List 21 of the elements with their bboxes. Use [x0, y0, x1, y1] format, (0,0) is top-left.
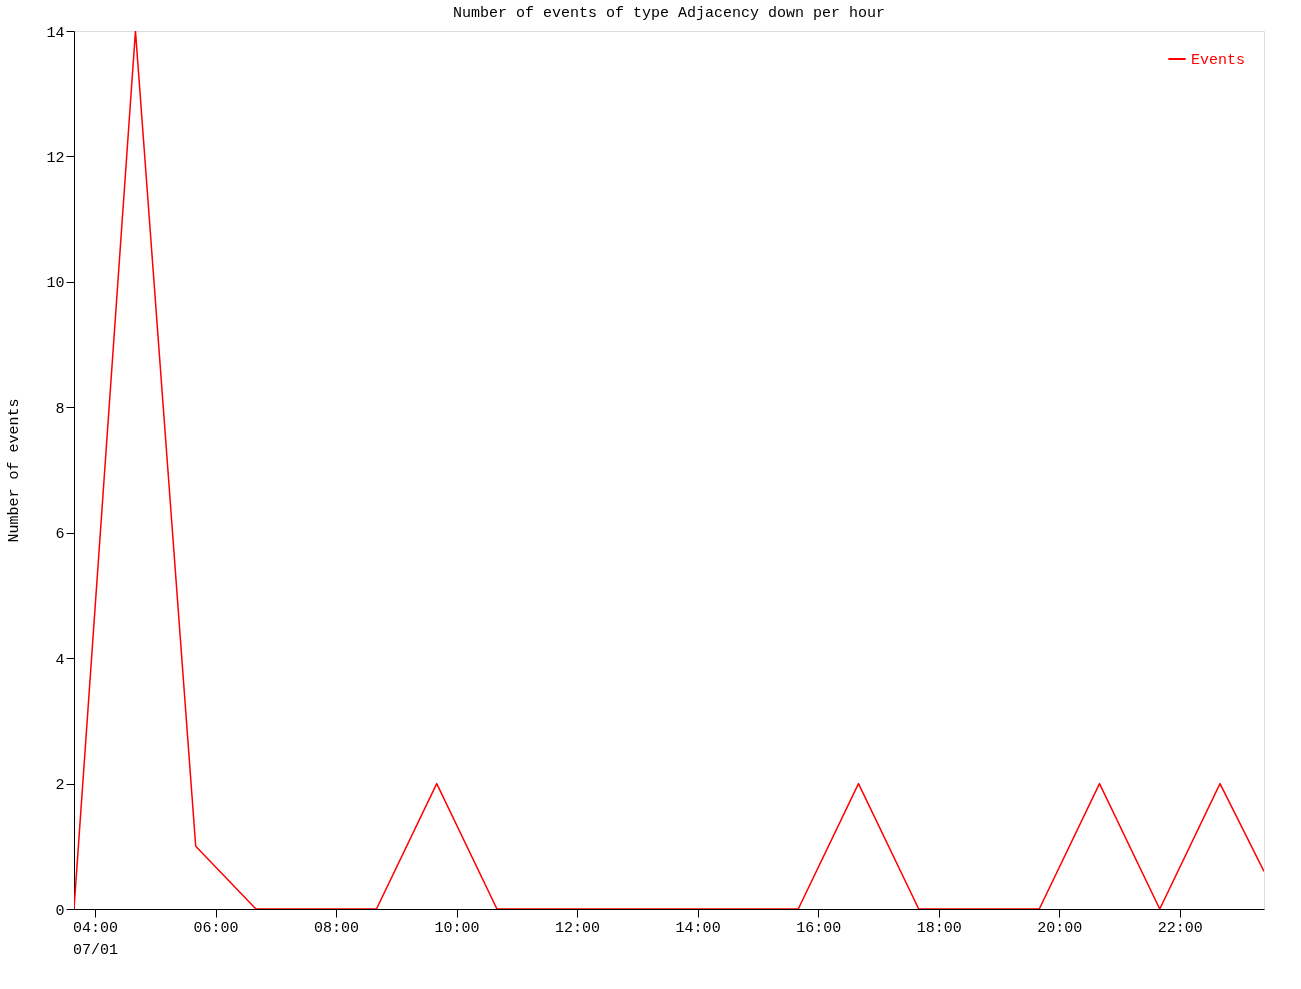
x-tick-label: 12:00 — [555, 919, 601, 937]
x-tick-label: 22:00 — [1157, 919, 1203, 937]
y-tick-label: 0 — [55, 902, 65, 920]
y-tick-label: 6 — [55, 526, 65, 544]
legend-label: Events — [1191, 52, 1246, 69]
y-tick-label: 2 — [55, 777, 65, 795]
x-tick-label: 04:00 07/01 — [73, 919, 119, 959]
y-tick-label: 14 — [46, 24, 65, 42]
x-tick-label: 20:00 — [1037, 919, 1083, 937]
x-tick-label: 08:00 — [314, 919, 360, 937]
x-tick-label: 14:00 — [675, 919, 721, 937]
x-tick-label: 18:00 — [916, 919, 962, 937]
y-tick-label: 4 — [55, 651, 65, 669]
y-axis-title: Number of events — [6, 398, 24, 543]
y-tick-label: 8 — [55, 400, 65, 418]
y-tick-label: 10 — [46, 275, 65, 293]
x-tick-label: 10:00 — [434, 919, 480, 937]
x-tick-label: 16:00 — [796, 919, 842, 937]
chart-title: Number of events of type Adjacency down per hour — [452, 5, 886, 22]
x-tick-label: 06:00 — [193, 919, 239, 937]
y-tick-label: 12 — [46, 149, 65, 167]
